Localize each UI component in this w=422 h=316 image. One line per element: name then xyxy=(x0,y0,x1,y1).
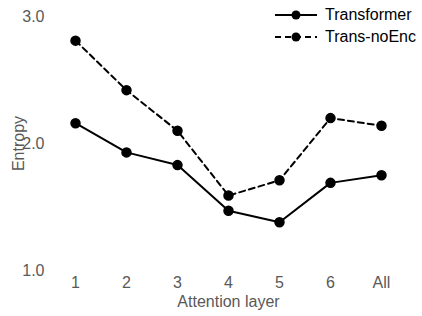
html-text:Transformer: Transformer xyxy=(325,6,412,23)
svg-text:2.0: 2.0 xyxy=(22,134,45,152)
svg-text:4: 4 xyxy=(224,274,233,291)
svg-text:6: 6 xyxy=(326,274,335,291)
svg-text:All: All xyxy=(373,274,391,291)
html-text:Trans-noEnc: Trans-noEnc xyxy=(325,28,416,45)
svg-text:Attention layer: Attention layer xyxy=(177,293,280,310)
svg-text:3: 3 xyxy=(173,274,182,291)
svg-text:1.0: 1.0 xyxy=(22,262,44,279)
svg-text:1: 1 xyxy=(71,274,80,291)
svg-text:2: 2 xyxy=(122,274,131,291)
svg-text:3.0: 3.0 xyxy=(22,8,44,25)
svg-text:Entropy: Entropy xyxy=(10,116,27,171)
svg-text:5: 5 xyxy=(275,274,284,291)
